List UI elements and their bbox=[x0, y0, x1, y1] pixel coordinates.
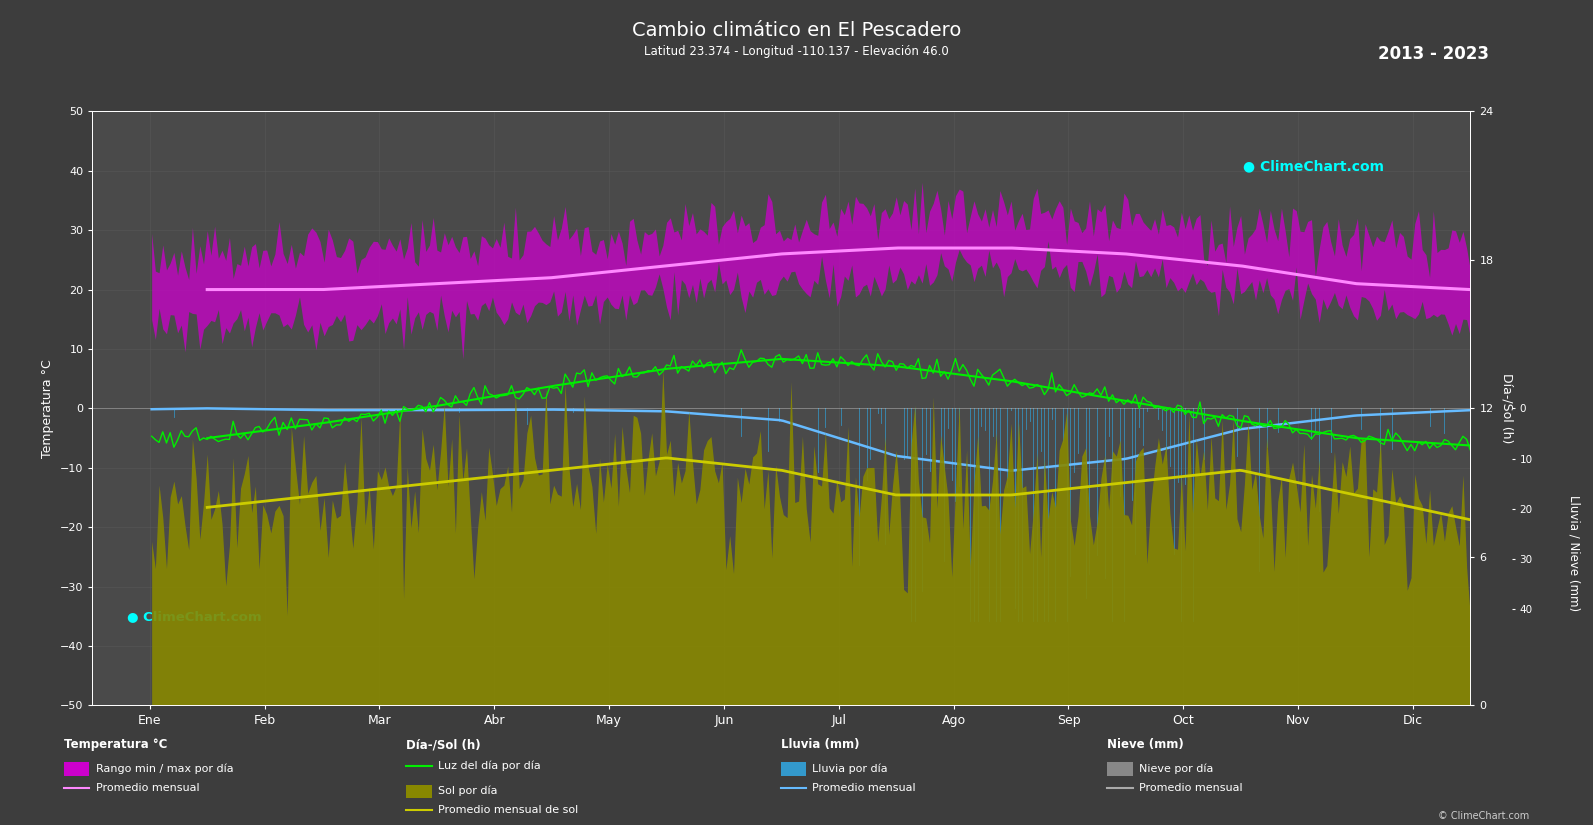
Text: 2013 - 2023: 2013 - 2023 bbox=[1378, 45, 1489, 64]
Text: Temperatura °C: Temperatura °C bbox=[64, 738, 167, 752]
Text: Promedio mensual de sol: Promedio mensual de sol bbox=[438, 805, 578, 815]
Text: Promedio mensual: Promedio mensual bbox=[1139, 783, 1243, 793]
Text: Luz del día por día: Luz del día por día bbox=[438, 761, 542, 771]
Y-axis label: Día-/Sol (h): Día-/Sol (h) bbox=[1501, 373, 1513, 444]
Text: © ClimeChart.com: © ClimeChart.com bbox=[1438, 811, 1529, 821]
Text: Lluvia (mm): Lluvia (mm) bbox=[781, 738, 859, 752]
Text: Nieve por día: Nieve por día bbox=[1139, 764, 1214, 774]
Text: Cambio climático en El Pescadero: Cambio climático en El Pescadero bbox=[632, 21, 961, 40]
Text: Promedio mensual: Promedio mensual bbox=[96, 783, 199, 793]
Text: Lluvia / Nieve (mm): Lluvia / Nieve (mm) bbox=[1568, 495, 1580, 610]
Y-axis label: Temperatura °C: Temperatura °C bbox=[41, 359, 54, 458]
Text: Lluvia por día: Lluvia por día bbox=[812, 764, 887, 774]
Text: Latitud 23.374 - Longitud -110.137 - Elevación 46.0: Latitud 23.374 - Longitud -110.137 - Ele… bbox=[644, 45, 949, 59]
Text: Promedio mensual: Promedio mensual bbox=[812, 783, 916, 793]
Text: Sol por día: Sol por día bbox=[438, 786, 497, 796]
Text: Día-/Sol (h): Día-/Sol (h) bbox=[406, 738, 481, 752]
Text: ● ClimeChart.com: ● ClimeChart.com bbox=[127, 610, 261, 624]
Text: ● ClimeChart.com: ● ClimeChart.com bbox=[1243, 159, 1384, 173]
Text: Rango min / max por día: Rango min / max por día bbox=[96, 764, 233, 774]
Text: Nieve (mm): Nieve (mm) bbox=[1107, 738, 1184, 752]
